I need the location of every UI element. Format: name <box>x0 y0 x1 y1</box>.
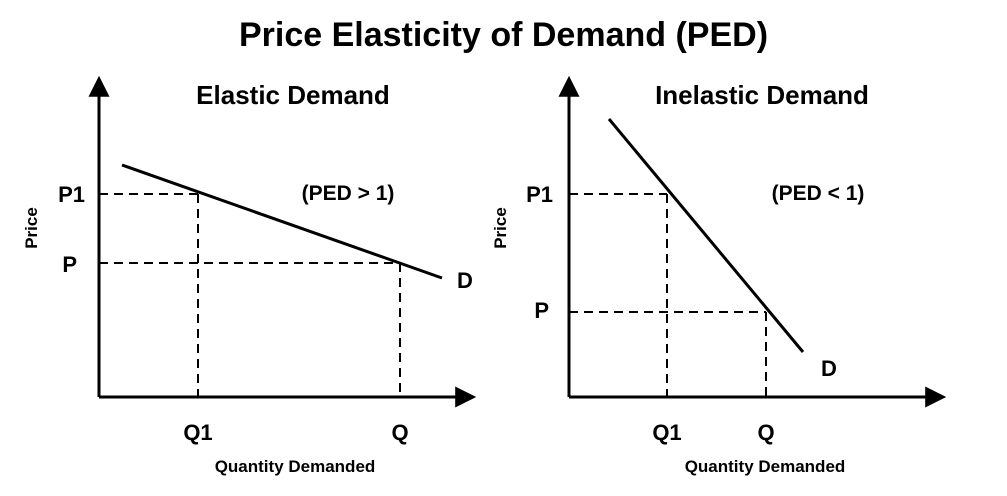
elastic-p1-label: P1 <box>58 182 85 207</box>
elastic-demand-curve <box>121 163 443 280</box>
inelastic-p-label: P <box>534 298 549 323</box>
inelastic-curve-label: D <box>821 356 837 381</box>
elastic-panel: Elastic Demand P1 P Q1 Q D (PED > 1) Qua… <box>22 75 477 476</box>
inelastic-q-label: Q <box>757 420 774 445</box>
inelastic-panel: Inelastic Demand P1 P Q1 Q D (PED < 1) Q… <box>491 75 947 476</box>
inelastic-ped-annotation: (PED < 1) <box>772 182 865 205</box>
elastic-ped-annotation: (PED > 1) <box>302 182 395 205</box>
elastic-x-axis-label: Quantity Demanded <box>215 457 376 476</box>
inelastic-y-axis-label: Price <box>491 207 510 249</box>
elastic-y-axis-label: Price <box>22 207 41 249</box>
inelastic-demand-curve <box>607 118 805 353</box>
elastic-curve-label: D <box>457 268 473 293</box>
elastic-p-label: P <box>62 252 77 277</box>
inelastic-x-axis-label: Quantity Demanded <box>685 457 846 476</box>
inelastic-p1-label: P1 <box>526 182 553 207</box>
elastic-panel-title: Elastic Demand <box>196 80 390 110</box>
elastic-q1-label: Q1 <box>183 420 212 445</box>
page-title: Price Elasticity of Demand (PED) <box>238 16 769 54</box>
inelastic-panel-title: Inelastic Demand <box>655 80 869 110</box>
elastic-q-label: Q <box>391 420 408 445</box>
inelastic-q1-label: Q1 <box>652 420 681 445</box>
